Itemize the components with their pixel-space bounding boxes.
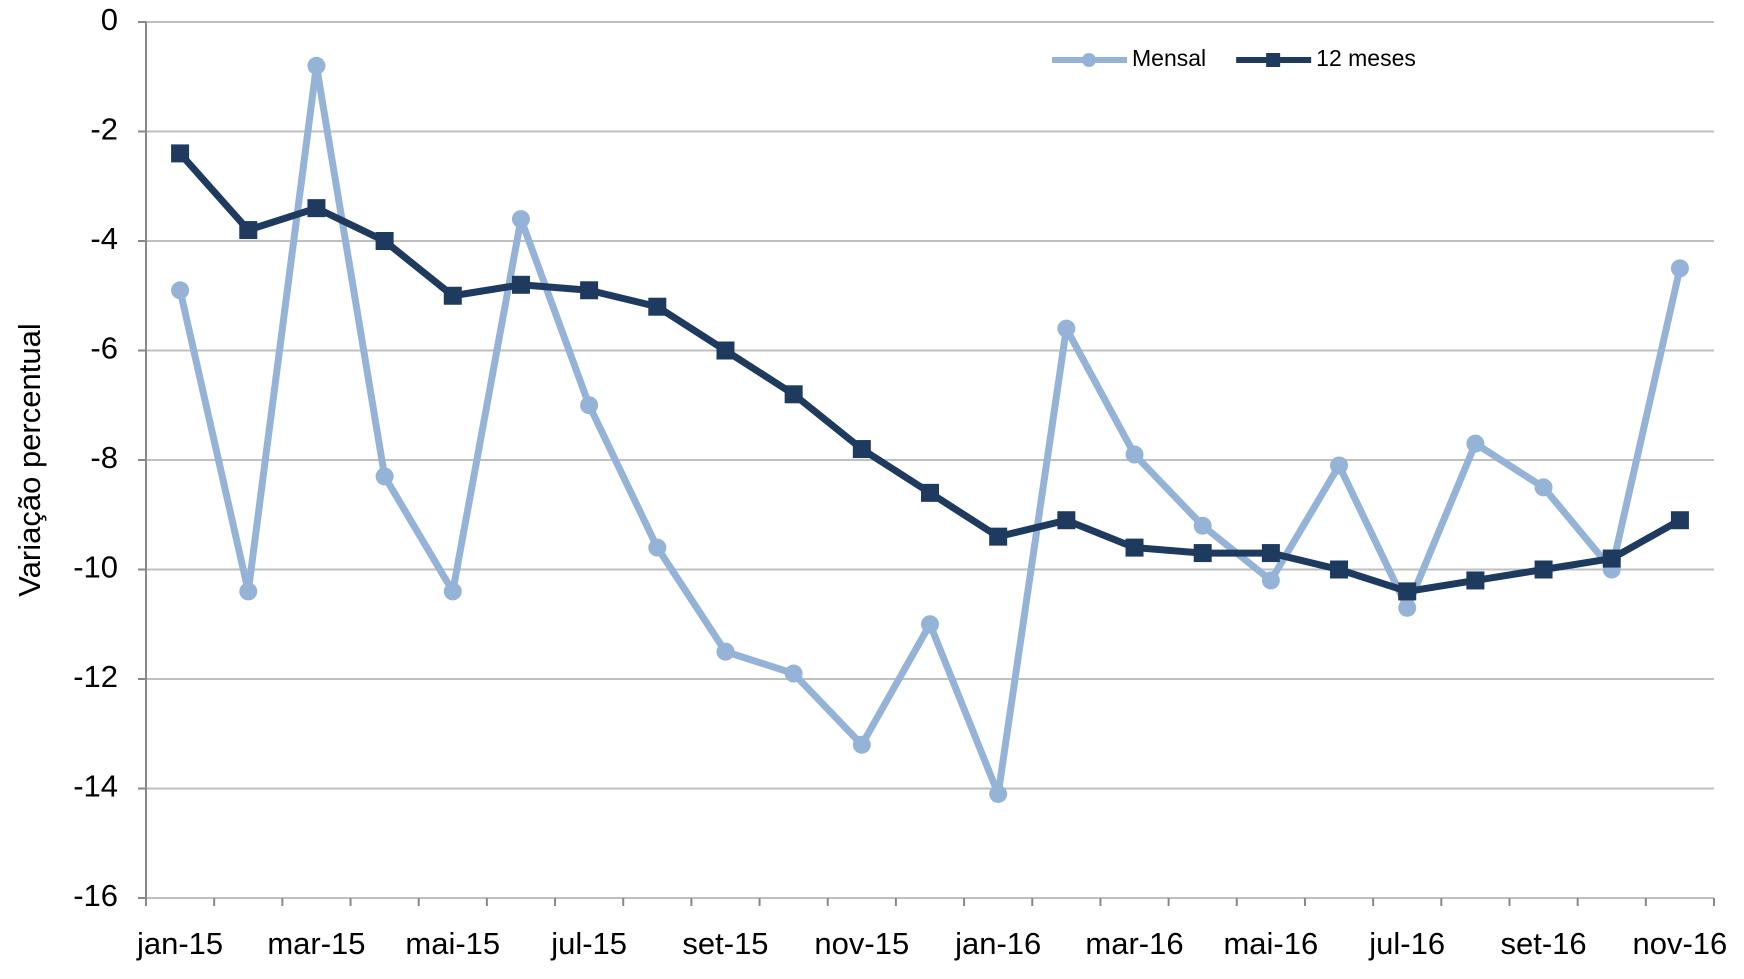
x-tick-label: set-16 — [1500, 926, 1586, 961]
marker — [1602, 549, 1621, 568]
x-tick-label: jan-15 — [136, 926, 223, 961]
marker — [1534, 560, 1553, 579]
marker — [443, 582, 462, 601]
y-tick-label: -14 — [73, 769, 118, 804]
marker — [443, 286, 462, 305]
y-tick-label: -2 — [90, 112, 118, 147]
marker — [784, 664, 803, 683]
marker — [1057, 319, 1076, 338]
marker — [989, 527, 1008, 546]
marker — [1125, 538, 1144, 557]
marker — [580, 281, 599, 300]
y-tick-label: -12 — [73, 659, 118, 694]
marker — [989, 784, 1008, 803]
x-tick-label: nov-15 — [814, 926, 909, 961]
marker — [511, 210, 530, 229]
marker — [1330, 456, 1349, 475]
series-line — [177, 151, 1682, 595]
y-tick-label: -6 — [90, 331, 118, 366]
marker — [511, 275, 530, 294]
y-axis-title: Variação percentual — [12, 323, 47, 596]
x-tick-label: mai-15 — [405, 926, 500, 961]
x-tick-label: jul-15 — [550, 926, 627, 961]
marker — [1466, 571, 1485, 590]
marker — [1193, 544, 1212, 563]
marker — [1670, 511, 1689, 530]
x-tick-label: mar-16 — [1085, 926, 1183, 961]
marker — [1261, 544, 1280, 563]
x-tick-label: jan-16 — [954, 926, 1041, 961]
x-tick-label: mar-15 — [267, 926, 365, 961]
marker — [921, 483, 939, 502]
marker — [1125, 445, 1144, 464]
marker — [1670, 259, 1689, 278]
marker — [921, 615, 939, 634]
marker — [375, 232, 394, 250]
legend-label: 12 meses — [1316, 45, 1416, 71]
series-line — [176, 62, 1684, 798]
marker — [1534, 478, 1553, 497]
marker — [1398, 582, 1417, 601]
y-tick-label: -4 — [90, 221, 118, 256]
marker — [375, 467, 394, 486]
y-tick-label: -8 — [90, 440, 118, 475]
y-tick-label: -10 — [73, 550, 118, 585]
marker — [239, 221, 258, 240]
marker — [784, 385, 803, 404]
marker — [852, 735, 871, 754]
y-tick-label: 0 — [101, 2, 118, 37]
marker — [852, 440, 871, 459]
marker — [1398, 598, 1417, 617]
marker — [580, 396, 599, 415]
marker — [716, 341, 735, 360]
marker — [648, 538, 667, 557]
marker — [1330, 560, 1349, 579]
x-tick-label: jul-16 — [1368, 926, 1445, 961]
x-tick-label: nov-16 — [1633, 926, 1728, 961]
marker — [171, 144, 190, 163]
marker — [1193, 516, 1212, 535]
marker — [1261, 571, 1280, 590]
marker — [716, 642, 735, 661]
legend-marker — [1082, 53, 1096, 67]
x-tick-label: mai-16 — [1223, 926, 1318, 961]
marker — [1466, 434, 1485, 453]
x-tick-label: set-15 — [682, 926, 768, 961]
y-tick-label: -16 — [73, 878, 118, 913]
marker — [307, 199, 326, 218]
marker — [307, 56, 326, 75]
marker — [239, 582, 258, 601]
marker — [171, 281, 190, 300]
marker — [1057, 511, 1076, 530]
marker — [648, 297, 667, 316]
legend-label: Mensal — [1132, 45, 1206, 71]
legend-marker — [1266, 53, 1281, 67]
